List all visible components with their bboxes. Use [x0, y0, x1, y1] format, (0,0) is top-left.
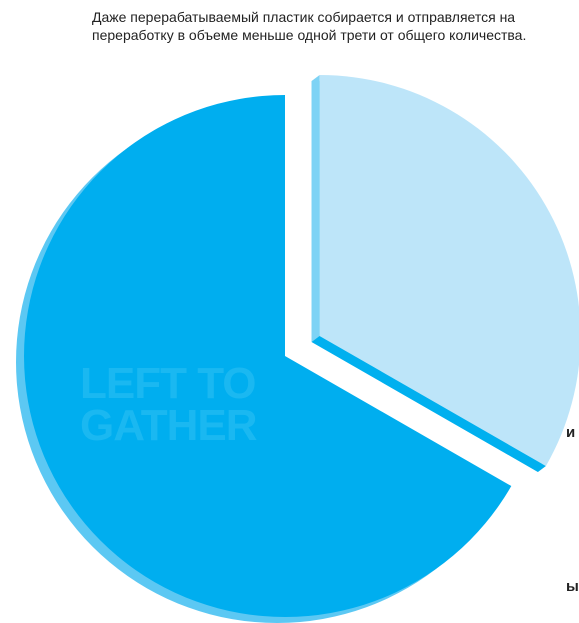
pie-slice	[16, 95, 512, 623]
pie-slice-face	[24, 95, 512, 617]
pie-slice	[311, 74, 579, 472]
chart-caption: Даже перерабатываемый пластик собирается…	[92, 9, 527, 43]
slice-label: LEFT TO GATHER	[80, 359, 257, 450]
pie-slice-side	[311, 74, 320, 342]
pie-slice-face	[319, 74, 579, 466]
cropped-text-fragment: ы	[566, 578, 579, 595]
cropped-text-fragment: и	[566, 424, 576, 441]
pie-slice-side	[311, 335, 546, 472]
